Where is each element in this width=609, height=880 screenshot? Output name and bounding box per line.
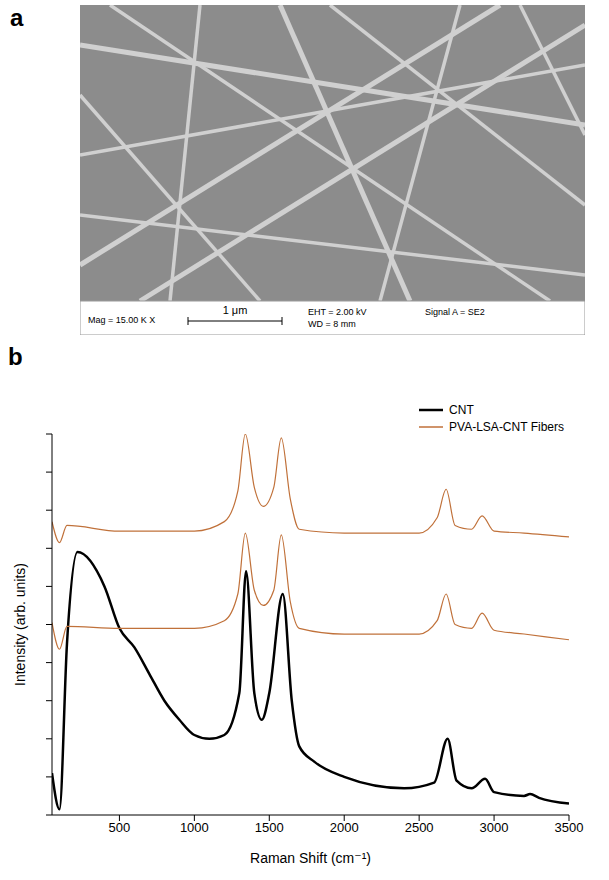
svg-text:WD = 8 mm: WD = 8 mm (308, 319, 356, 329)
svg-text:Mag = 15.00 K X: Mag = 15.00 K X (88, 315, 155, 325)
svg-text:Raman Shift (cm⁻¹): Raman Shift (cm⁻¹) (250, 850, 371, 866)
svg-text:3500: 3500 (555, 820, 584, 835)
html-text:PVA-LSA-CNT Fibers: PVA-LSA-CNT Fibers (449, 419, 564, 434)
html-text:b: b (8, 343, 23, 370)
svg-text:1500: 1500 (255, 820, 284, 835)
svg-text:1 μm: 1 μm (223, 304, 248, 316)
svg-text:3000: 3000 (480, 820, 509, 835)
svg-text:Intensity (arb. units): Intensity (arb. units) (12, 563, 28, 686)
svg-text:1000: 1000 (180, 820, 209, 835)
html-text:a: a (10, 4, 24, 31)
svg-text:2000: 2000 (330, 820, 359, 835)
svg-text:2500: 2500 (405, 820, 434, 835)
html-text:CNT: CNT (449, 402, 474, 417)
svg-text:500: 500 (109, 820, 131, 835)
svg-text:EHT = 2.00 kV: EHT = 2.00 kV (308, 307, 367, 317)
svg-text:Signal A = SE2: Signal A = SE2 (425, 307, 485, 317)
